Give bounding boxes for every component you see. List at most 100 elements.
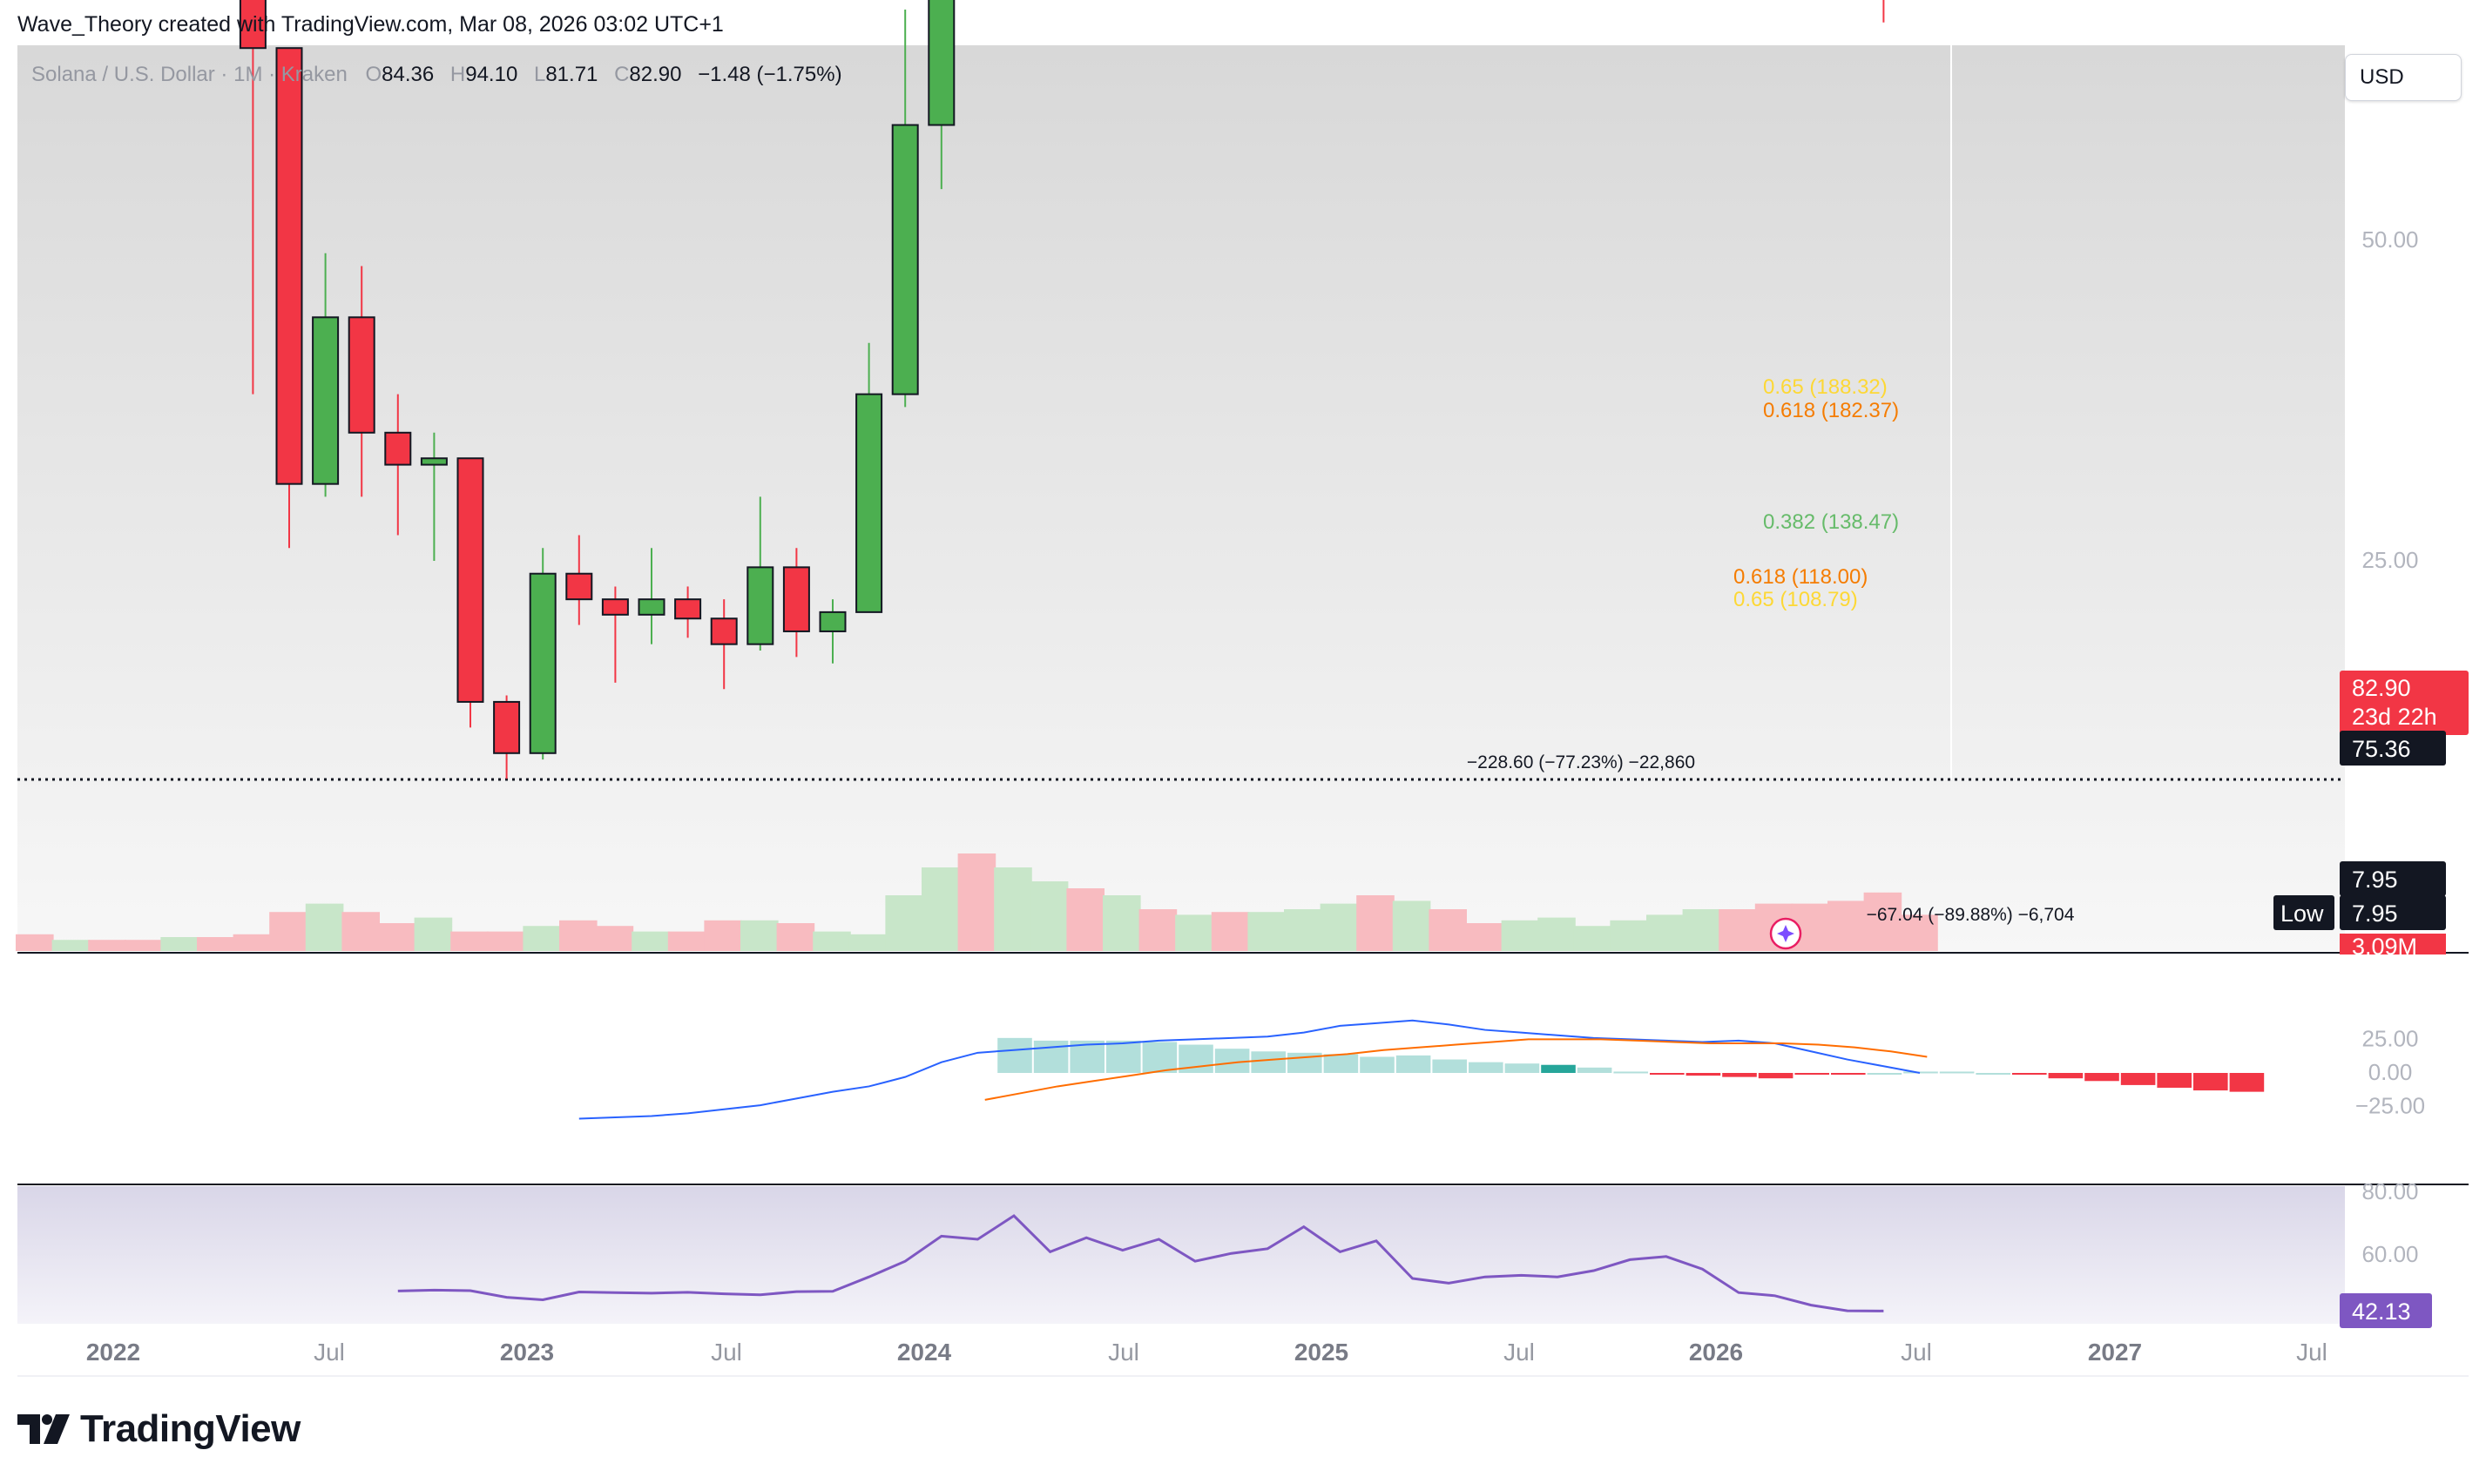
rsi-line bbox=[397, 1214, 1884, 1312]
macd-histogram-bar bbox=[1395, 1055, 1431, 1073]
volume-bar bbox=[632, 931, 670, 951]
current-price-label: 82.90 bbox=[2352, 675, 2411, 701]
candle-body bbox=[239, 0, 267, 50]
volume-bar bbox=[1284, 909, 1322, 951]
low-price-label-box bbox=[2340, 895, 2446, 930]
macd-histogram-bar bbox=[1722, 1073, 1757, 1077]
macd-histogram-bar bbox=[1577, 1067, 1612, 1073]
volume-bar bbox=[667, 931, 706, 951]
currency-button[interactable]: USD bbox=[2345, 54, 2462, 101]
macd-tick: 0.00 bbox=[2368, 1059, 2413, 1085]
volume-bar bbox=[1900, 914, 1938, 951]
macd-histogram-bar bbox=[2120, 1073, 2156, 1085]
candle-body bbox=[674, 598, 702, 620]
sparkle-star-icon bbox=[1777, 925, 1794, 942]
macd-histogram-bar bbox=[997, 1037, 1032, 1073]
volume-label: 3.09M bbox=[2352, 934, 2417, 960]
macd-histogram-bar bbox=[1469, 1062, 1503, 1073]
time-axis-label: 2025 bbox=[1294, 1339, 1348, 1366]
volume-bar bbox=[124, 940, 163, 951]
level-75-label: 75.36 bbox=[2352, 736, 2411, 762]
volume-bar bbox=[885, 895, 923, 951]
macd-histogram-bar bbox=[1939, 1071, 1975, 1074]
macd-histogram-bar bbox=[1794, 1073, 1829, 1075]
macd-histogram-bar bbox=[1360, 1056, 1395, 1073]
volume-bar bbox=[1573, 926, 1612, 951]
macd-histogram-bar bbox=[1758, 1073, 1794, 1079]
volume-bar bbox=[922, 867, 960, 951]
macd-tick: 25.00 bbox=[2361, 1025, 2418, 1051]
macd-histogram-bar bbox=[1251, 1051, 1286, 1073]
volume-bar bbox=[305, 903, 344, 951]
legend-open-label: O bbox=[365, 63, 382, 86]
volume-bar bbox=[197, 937, 235, 951]
volume-bar bbox=[559, 920, 598, 951]
rsi-value-box bbox=[2340, 1293, 2432, 1328]
volume-bar bbox=[51, 940, 91, 951]
macd-histogram-bar bbox=[1106, 1040, 1141, 1073]
macd-histogram-bar bbox=[1613, 1071, 1648, 1074]
rsi-value-label: 42.13 bbox=[2352, 1298, 2411, 1325]
low-tag: Low bbox=[2280, 901, 2324, 927]
legend-high-label: H bbox=[449, 63, 466, 86]
candle-body bbox=[565, 572, 593, 601]
current-price-box bbox=[2340, 671, 2469, 735]
macd-signal-line bbox=[984, 1038, 1928, 1101]
volume-bar bbox=[341, 912, 380, 951]
volume-bar bbox=[233, 934, 272, 951]
time-axis-label: 2022 bbox=[86, 1339, 140, 1366]
volume-bar bbox=[1682, 909, 1721, 951]
volume-bar bbox=[1030, 881, 1069, 951]
volume-bar bbox=[1066, 888, 1105, 951]
volume-bar bbox=[1610, 920, 1648, 951]
tradingview-logo-icon bbox=[17, 1414, 70, 1444]
macd-histogram-bar bbox=[1831, 1073, 1866, 1075]
time-axis-label: Jul bbox=[1901, 1339, 1932, 1366]
candle-body bbox=[638, 598, 665, 616]
macd-line bbox=[578, 1019, 1921, 1120]
volume-bar bbox=[994, 867, 1032, 951]
price-scale-background bbox=[2345, 45, 2469, 951]
macd-histogram-bar bbox=[2229, 1073, 2265, 1092]
macd-histogram-bar bbox=[2048, 1073, 2084, 1079]
price-tick: 25.00 bbox=[2361, 547, 2418, 573]
macd-histogram-bar bbox=[1033, 1040, 1069, 1073]
rsi-band bbox=[17, 1186, 2345, 1324]
tradingview-brand[interactable]: TradingView bbox=[17, 1407, 301, 1451]
macd-histogram-bar bbox=[1504, 1063, 1540, 1073]
macd-histogram-bar bbox=[1541, 1064, 1576, 1073]
volume-bar bbox=[1392, 901, 1431, 951]
legend-high: 94.10 bbox=[465, 63, 518, 86]
volume-bar bbox=[160, 937, 199, 951]
macd-histogram-bar bbox=[1432, 1059, 1467, 1073]
low-tag-box bbox=[2273, 895, 2334, 930]
time-axis-label: 2024 bbox=[897, 1339, 952, 1366]
volume-bar bbox=[88, 940, 126, 951]
volume-bar bbox=[1175, 914, 1213, 951]
measure-label-1: −228.60 (−77.23%) −22,860 bbox=[1467, 752, 1695, 772]
volume-bar bbox=[1827, 901, 1866, 951]
macd-histogram-bar bbox=[2193, 1073, 2228, 1091]
macd-histogram-bar bbox=[1323, 1054, 1359, 1073]
macd-histogram-bar bbox=[1976, 1073, 2010, 1075]
volume-bar bbox=[16, 934, 54, 951]
volume-label-box bbox=[2340, 934, 2446, 954]
candle-body bbox=[855, 393, 883, 613]
fib-label: 0.65 (108.79) bbox=[1733, 588, 1858, 611]
chart-attribution: Wave_Theory created with TradingView.com… bbox=[17, 12, 724, 37]
rsi-tick: 60.00 bbox=[2361, 1241, 2418, 1267]
volume-bar bbox=[378, 923, 416, 951]
time-axis-label: 2023 bbox=[500, 1339, 554, 1366]
volume-bar bbox=[1103, 895, 1141, 951]
volume-bar bbox=[848, 934, 888, 951]
time-axis-label: Jul bbox=[2296, 1339, 2327, 1366]
volume-bar bbox=[704, 920, 742, 951]
price-tick: 50.00 bbox=[2361, 226, 2418, 253]
volume-bar bbox=[1429, 909, 1467, 951]
time-axis-label: Jul bbox=[314, 1339, 345, 1366]
volume-bar bbox=[740, 920, 779, 951]
fib-label: 0.618 (118.00) bbox=[1733, 565, 1868, 589]
volume-bar bbox=[595, 926, 634, 951]
time-axis-label: Jul bbox=[1108, 1339, 1139, 1366]
